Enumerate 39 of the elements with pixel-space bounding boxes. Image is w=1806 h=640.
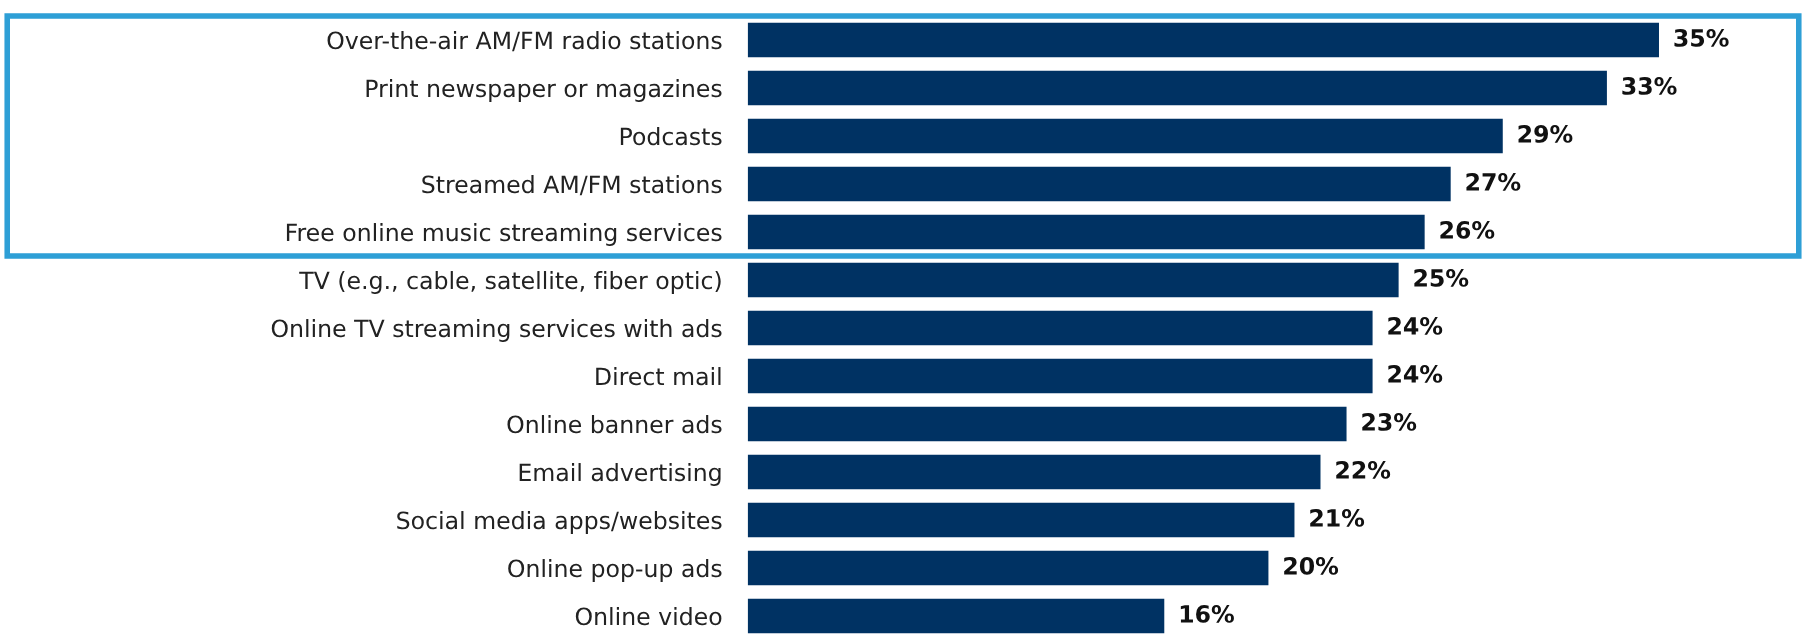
data-label: 27% <box>1466 172 1521 191</box>
y-tick-label: Online pop-up ads <box>508 559 722 582</box>
y-tick-label: Free online music streaming services <box>286 223 722 246</box>
data-label: 22% <box>1336 460 1391 479</box>
bar <box>747 118 1503 154</box>
y-tick-label: Online video <box>575 607 722 626</box>
bar <box>747 358 1373 394</box>
y-tick-label: Online banner ads <box>507 415 722 434</box>
y-tick-label: Podcasts <box>620 127 722 146</box>
bar <box>747 214 1425 250</box>
bar <box>747 550 1269 586</box>
data-label: 35% <box>1674 28 1729 47</box>
bar <box>747 502 1295 538</box>
y-tick-label: Streamed AM/FM stations <box>422 175 722 196</box>
y-tick-label: Print newspaper or magazines <box>366 79 722 102</box>
bar <box>747 166 1451 202</box>
bar <box>747 70 1607 106</box>
data-label: 20% <box>1284 556 1339 575</box>
data-label: 24% <box>1388 364 1443 383</box>
data-label: 26% <box>1440 220 1495 239</box>
y-tick-label: Direct mail <box>596 367 721 386</box>
data-label: 33% <box>1622 76 1677 95</box>
data-label: 23% <box>1362 412 1417 431</box>
data-label: 21% <box>1310 508 1365 527</box>
y-tick-label: Online TV streaming services with ads <box>271 319 722 342</box>
data-label: 16% <box>1180 604 1234 623</box>
y-tick-label: Email advertising <box>519 463 721 486</box>
bar <box>747 598 1165 634</box>
data-label: 25% <box>1414 268 1469 287</box>
y-tick-label: Over-the-air AM/FM radio stations <box>327 31 722 52</box>
y-tick-label: TV (e.g., cable, satellite, fiber optic) <box>299 271 721 294</box>
y-tick-label: Social media apps/websites <box>397 511 722 534</box>
bar <box>747 22 1659 58</box>
data-label: 24% <box>1388 316 1443 335</box>
bar <box>747 406 1347 442</box>
data-label: 29% <box>1518 124 1573 143</box>
bar <box>747 310 1373 346</box>
bar <box>747 454 1321 490</box>
bar <box>747 262 1399 298</box>
